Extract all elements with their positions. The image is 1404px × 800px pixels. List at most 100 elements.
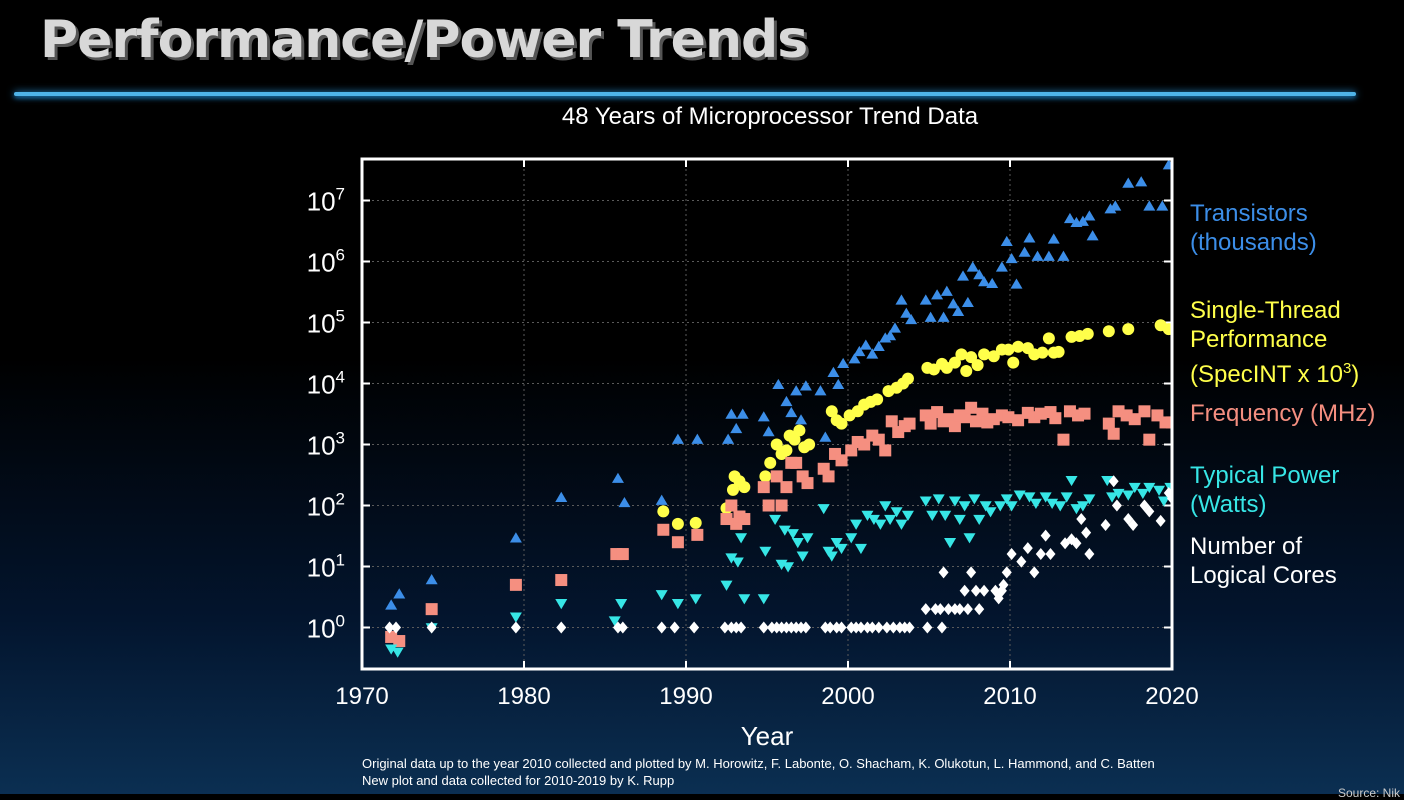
typical_power-point — [953, 514, 966, 526]
logical_cores-point — [1035, 548, 1046, 561]
typical_power-point — [555, 599, 568, 610]
logical_cores-point — [935, 603, 946, 616]
typical_power-point — [759, 546, 772, 557]
y-tick-label: 104 — [307, 368, 345, 400]
logical_cores-point — [954, 603, 965, 616]
frequency-point — [924, 417, 937, 430]
frequency-point — [1138, 405, 1151, 418]
frequency-point — [393, 635, 406, 648]
logical_cores-point — [959, 584, 970, 597]
transistors-point — [1143, 200, 1156, 211]
typical_power-point — [655, 590, 668, 601]
transistors-point — [790, 385, 803, 396]
y-tick-label: 100 — [307, 612, 345, 644]
frequency-point — [671, 536, 684, 549]
transistors-point — [1031, 250, 1044, 261]
credit-line-1: Original data up to the year 2010 collec… — [362, 756, 1155, 771]
frequency-point — [1128, 413, 1141, 426]
transistors-point — [961, 296, 974, 308]
legend-line: Typical Power — [1190, 462, 1340, 489]
transistors-point — [555, 491, 568, 502]
frequency-point — [509, 578, 522, 591]
transistors-point — [393, 588, 406, 599]
logical_cores-point — [1016, 555, 1027, 568]
legend-logical-cores: Number of Logical Cores — [1190, 532, 1337, 590]
single_thread-point — [738, 481, 751, 494]
typical_power-point — [879, 501, 892, 512]
transistors-point — [986, 277, 999, 289]
typical_power-point — [1143, 482, 1156, 494]
logical_cores-point — [1076, 513, 1087, 526]
logical_cores-point — [1144, 505, 1155, 518]
logical_cores-point — [998, 578, 1009, 591]
single_thread-point — [1007, 356, 1020, 369]
transistors-point — [1063, 212, 1076, 224]
frequency-point — [931, 406, 944, 419]
logical_cores-point — [1029, 566, 1040, 579]
typical_power-point — [1070, 504, 1083, 515]
logical_cores-point — [1040, 529, 1051, 542]
typical_power-point — [1054, 501, 1067, 512]
single_thread-point — [1081, 327, 1094, 340]
frequency-point — [657, 523, 670, 536]
logical_cores-point — [758, 621, 769, 634]
transistors-point — [1083, 210, 1096, 221]
logical_cores-point — [974, 603, 985, 616]
transistors-point — [1005, 252, 1018, 264]
logical_cores-point — [962, 603, 973, 616]
logical_cores-point — [510, 621, 521, 634]
single_thread-point — [770, 438, 783, 451]
frequency-point — [885, 415, 898, 428]
transistors-point — [762, 426, 775, 437]
typical_power-point — [391, 647, 404, 658]
frequency-point — [903, 417, 916, 430]
typical_power-point — [1013, 490, 1026, 501]
transistors-point — [931, 289, 944, 300]
chart-title: 48 Years of Microprocessor Trend Data — [561, 103, 979, 130]
transistors-point — [978, 276, 991, 287]
typical_power-point — [854, 543, 867, 555]
typical_power-point — [973, 514, 986, 526]
transistors-point — [725, 408, 738, 419]
logical_cores-point — [920, 603, 931, 616]
legend-line: (Watts) — [1190, 491, 1267, 518]
y-tick-label: 105 — [307, 307, 345, 339]
single_thread-point — [764, 456, 777, 469]
legend-line: Transistors — [1190, 200, 1308, 227]
frequency-point — [1057, 433, 1070, 446]
single_thread-point — [657, 505, 670, 518]
x-axis-label: Year — [741, 721, 794, 751]
typical_power-point — [791, 538, 804, 549]
frequency-point — [1107, 427, 1120, 440]
legend-line: Performance — [1190, 326, 1328, 353]
typical_power-point — [984, 507, 997, 518]
transistors-point — [872, 340, 885, 351]
transistors-point — [884, 330, 897, 341]
transistors-point — [795, 414, 808, 425]
x-tick-label: 1970 — [335, 683, 388, 710]
transistors-point — [827, 366, 840, 377]
typical_power-point — [757, 594, 770, 605]
transistors-point — [952, 305, 965, 316]
typical_power-point — [1122, 490, 1135, 501]
typical_power-point — [1157, 496, 1170, 507]
logical_cores-point — [426, 621, 437, 634]
data-marks — [384, 159, 1172, 658]
transistors-point — [780, 395, 793, 407]
frequency-point — [790, 456, 803, 469]
transistors-point — [1018, 246, 1031, 257]
transistors-point — [859, 339, 872, 350]
logical_cores-point — [391, 621, 402, 634]
frequency-point — [757, 481, 770, 494]
single_thread-point — [788, 433, 801, 446]
logical_cores-point — [922, 621, 933, 634]
title-divider — [14, 92, 1356, 96]
single_thread-point — [835, 417, 848, 430]
frequency-point — [738, 513, 751, 526]
logical_cores-point — [689, 621, 700, 634]
transistors-point — [385, 599, 398, 610]
transistors-point — [1122, 177, 1135, 188]
logical_cores-point — [881, 621, 892, 634]
logical_cores-point — [1084, 548, 1095, 561]
typical_power-point — [1005, 501, 1018, 512]
